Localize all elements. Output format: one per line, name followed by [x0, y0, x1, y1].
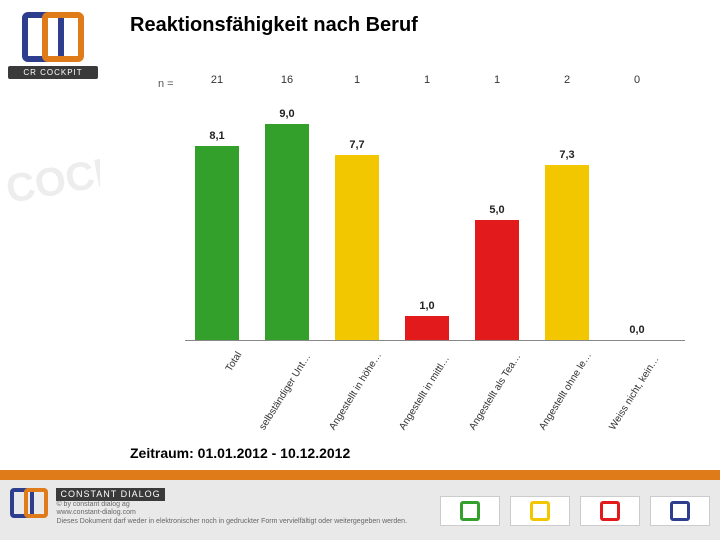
- bar: [335, 155, 379, 340]
- footer-logo: CONSTANT DIALOG © by constant dialog ag …: [10, 488, 407, 526]
- mini-logo: [510, 496, 570, 526]
- page-title: Reaktionsfähigkeit nach Beruf: [130, 14, 418, 37]
- footer-url: www.constant-dialog.com: [56, 509, 135, 516]
- x-axis-label: Angestellt als Team…: [467, 350, 524, 432]
- x-axis-label: Weiss nicht, keine A…: [607, 350, 664, 432]
- n-prefix: n =: [158, 78, 174, 90]
- date-range: Zeitraum: 01.01.2012 - 10.12.2012: [130, 445, 350, 461]
- mini-logo: [440, 496, 500, 526]
- divider-bar: [0, 470, 720, 480]
- watermark: COCKPIT: [6, 120, 100, 460]
- footer-brand: CONSTANT DIALOG: [56, 488, 164, 501]
- bar-value-label: 1,0: [397, 300, 457, 312]
- bar-value-label: 5,0: [467, 204, 527, 216]
- footer-logo-mark: [10, 488, 48, 518]
- n-value: 1: [397, 74, 457, 86]
- bar-value-label: 8,1: [187, 130, 247, 142]
- footer-legal: CONSTANT DIALOG © by constant dialog ag …: [56, 488, 407, 526]
- brand-logo-mark: [22, 12, 84, 62]
- n-value: 2: [537, 74, 597, 86]
- bar: [195, 146, 239, 340]
- n-value: 21: [187, 74, 247, 86]
- bar: [545, 165, 589, 340]
- bar-value-label: 0,0: [607, 324, 667, 336]
- n-row: 211611120: [185, 74, 690, 92]
- slide: CR COCKPIT COCKPIT Reaktionsfähigkeit na…: [0, 0, 720, 540]
- n-value: 16: [257, 74, 317, 86]
- footer-copyright: © by constant dialog ag: [56, 501, 129, 508]
- bar-value-label: 9,0: [257, 108, 317, 120]
- n-value: 1: [467, 74, 527, 86]
- bar: [265, 124, 309, 340]
- bar-value-label: 7,3: [537, 149, 597, 161]
- bar: [475, 220, 519, 340]
- x-axis-label: Angestellt ohne leit…: [537, 350, 594, 432]
- sidebar: CR COCKPIT COCKPIT: [0, 0, 105, 475]
- chart-plot-area: 8,1 9,0 7,7 1,0 5,0 7,3 0,0: [185, 100, 685, 341]
- x-axis-label: Total: [187, 350, 244, 432]
- bar: [405, 316, 449, 340]
- footer: CONSTANT DIALOG © by constant dialog ag …: [0, 480, 720, 540]
- footer-disclaimer: Dieses Dokument darf weder in elektronis…: [56, 518, 407, 525]
- brand-logo: CR COCKPIT: [8, 12, 98, 79]
- mini-logo: [580, 496, 640, 526]
- x-axis-label: Angestellt in mittle…: [397, 350, 454, 432]
- n-value: 1: [327, 74, 387, 86]
- bar-chart: n = 211611120 8,19,07,71,05,07,30,0 Tota…: [130, 60, 690, 420]
- x-axis-label: Angestellt in höhere…: [327, 350, 384, 432]
- brand-name: CR COCKPIT: [8, 66, 98, 79]
- x-axis-label: selbständiger Unter…: [257, 350, 314, 432]
- mini-logo: [650, 496, 710, 526]
- n-value: 0: [607, 74, 667, 86]
- footer-mini-logos: [440, 496, 710, 526]
- bar-value-label: 7,7: [327, 139, 387, 151]
